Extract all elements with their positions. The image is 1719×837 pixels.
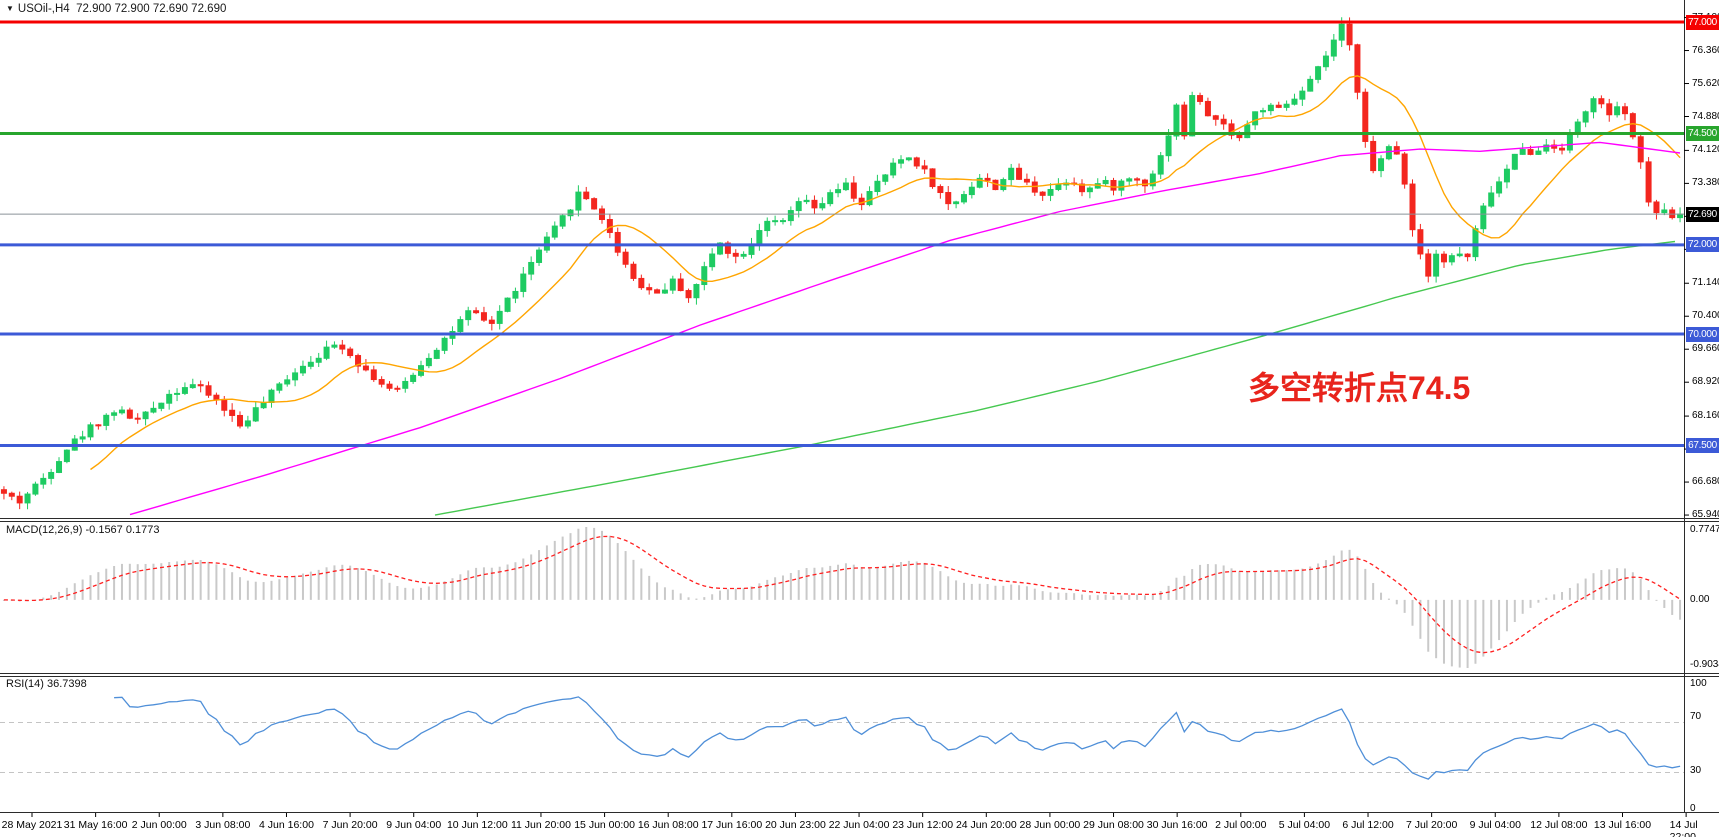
macd-signal-value: 0.1773	[125, 524, 160, 536]
macd-axis-zero: 0.00	[1690, 593, 1710, 605]
rsi-axis-label: 70	[1690, 711, 1702, 722]
candles-layer	[0, 17, 1684, 510]
price-axis-tick-label: 76.360	[1692, 44, 1719, 56]
time-axis-label: 10 Jun 12:00	[446, 819, 508, 831]
time-axis-label: 2 Jul 00:00	[1215, 819, 1267, 831]
price-axis-tick-label: 74.120	[1692, 144, 1719, 156]
ma-mid-magenta	[129, 141, 1681, 516]
rsi-axis-label: 30	[1690, 765, 1702, 776]
time-axis-label: 16 Jun 08:00	[637, 819, 699, 831]
macd-panel[interactable]	[2, 527, 1682, 668]
hline-price-badge: 72.000	[1686, 237, 1719, 253]
price-axis-tick-label: 74.880	[1692, 110, 1719, 122]
time-axis-label: 20 Jun 23:00	[765, 819, 826, 831]
time-axis-label: 11 Jun 20:00	[510, 819, 571, 831]
hline-price-badge: 77.000	[1686, 14, 1719, 30]
time-axis-label: 7 Jun 20:00	[322, 819, 378, 831]
time-axis-label: 23 Jun 12:00	[892, 819, 954, 831]
price-axis-tick-label: 65.940	[1692, 509, 1719, 521]
rsi-line	[114, 696, 1681, 780]
time-axis-label: 9 Jun 04:00	[386, 819, 442, 831]
rsi-axis-label: 0	[1690, 803, 1696, 814]
time-axis-label: 22 Jun 04:00	[828, 819, 890, 831]
price-axis-tick-label: 71.140	[1692, 277, 1719, 289]
time-axis-label: 28 Jun 00:00	[1019, 819, 1081, 831]
macd-axis-min: -0.9034	[1690, 659, 1719, 670]
hline-price-badge: 74.500	[1686, 125, 1719, 141]
time-axis-label: 28 May 2021	[1, 819, 63, 831]
time-axis-label: 7 Jul 20:00	[1405, 819, 1458, 831]
ma-slow-green	[434, 240, 1676, 516]
current-price-badge: 72.690	[1686, 206, 1719, 222]
rsi-axis-label: 100	[1690, 678, 1707, 689]
time-axis-label: 30 Jun 16:00	[1146, 819, 1208, 831]
symbol-title-dropdown[interactable]: ▼ USOil-,H4 72.900 72.900 72.690 72.690	[6, 3, 226, 15]
time-axis-label: 5 Jul 04:00	[1278, 819, 1331, 831]
price-axis-tick-label: 69.660	[1692, 343, 1719, 355]
rsi-indicator-label: RSI(14) 36.7398	[6, 678, 87, 690]
ohlc-readout: 72.900 72.900 72.690 72.690	[76, 3, 227, 15]
price-axis-tick-label: 70.400	[1692, 310, 1719, 322]
time-axis-label: 14 Jul 22:00	[1669, 819, 1698, 837]
chart-text-annotation[interactable]: 多空转折点74.5	[1248, 370, 1471, 406]
time-axis-label: 6 Jul 12:00	[1342, 819, 1394, 831]
rsi-panel[interactable]	[0, 696, 1684, 780]
price-axis-tick-label: 66.680	[1692, 476, 1719, 488]
price-axis-tick-label: 68.920	[1692, 376, 1719, 388]
macd-axis-max: 0.7747	[1690, 524, 1719, 535]
time-axis-label: 15 Jun 00:00	[574, 819, 635, 831]
time-axis-label: 13 Jul 16:00	[1593, 819, 1652, 831]
moving-averages-layer	[90, 75, 1681, 516]
time-axis-label: 4 Jun 16:00	[259, 819, 314, 831]
dropdown-triangle-icon[interactable]: ▼	[6, 4, 14, 13]
time-axis-label: 29 Jun 08:00	[1083, 819, 1144, 831]
macd-value: -0.1567	[85, 524, 123, 536]
symbol-name: USOil-,H4	[17, 3, 70, 15]
rsi-value: 36.7398	[46, 678, 87, 690]
time-axis-label: 2 Jun 00:00	[131, 819, 187, 831]
time-axis-label: 9 Jul 04:00	[1469, 819, 1521, 831]
price-axis-tick-label: 68.160	[1692, 410, 1719, 422]
price-axis-tick-label: 73.380	[1692, 177, 1719, 189]
time-axis-label: 12 Jul 08:00	[1530, 819, 1588, 831]
ma-fast-orange	[90, 75, 1681, 471]
time-axis-label: 17 Jun 16:00	[701, 819, 763, 831]
time-axis-label: 24 Jun 20:00	[955, 819, 1017, 831]
hline-price-badge: 67.500	[1686, 438, 1719, 453]
hlines-layer	[0, 20, 1684, 448]
macd-signal-line	[3, 535, 1681, 654]
macd-indicator-label: MACD(12,26,9) -0.1567 0.1773	[6, 524, 160, 536]
frame-layer	[0, 0, 1719, 817]
hline-price-badge: 70.000	[1686, 326, 1719, 342]
time-axis-label: 3 Jun 08:00	[195, 819, 251, 831]
time-axis-label: 31 May 16:00	[63, 819, 128, 831]
price-axis-tick-label: 75.620	[1692, 77, 1719, 89]
